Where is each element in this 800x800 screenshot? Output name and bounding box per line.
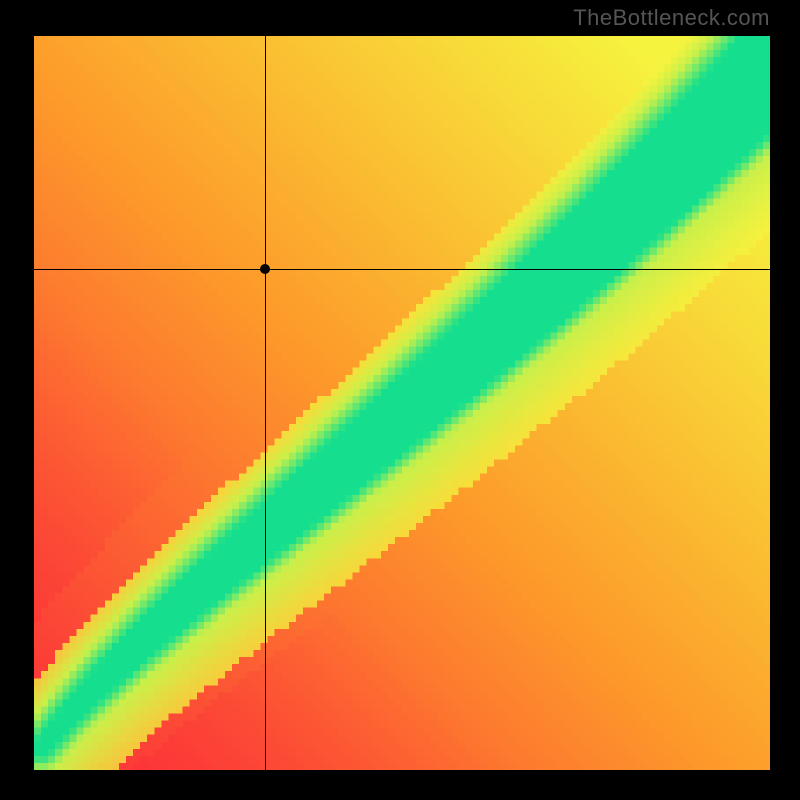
heatmap-canvas	[34, 36, 770, 770]
crosshair-vertical	[265, 36, 266, 770]
heatmap-plot	[34, 36, 770, 770]
watermark-text: TheBottleneck.com	[573, 5, 770, 31]
crosshair-horizontal	[34, 269, 770, 270]
